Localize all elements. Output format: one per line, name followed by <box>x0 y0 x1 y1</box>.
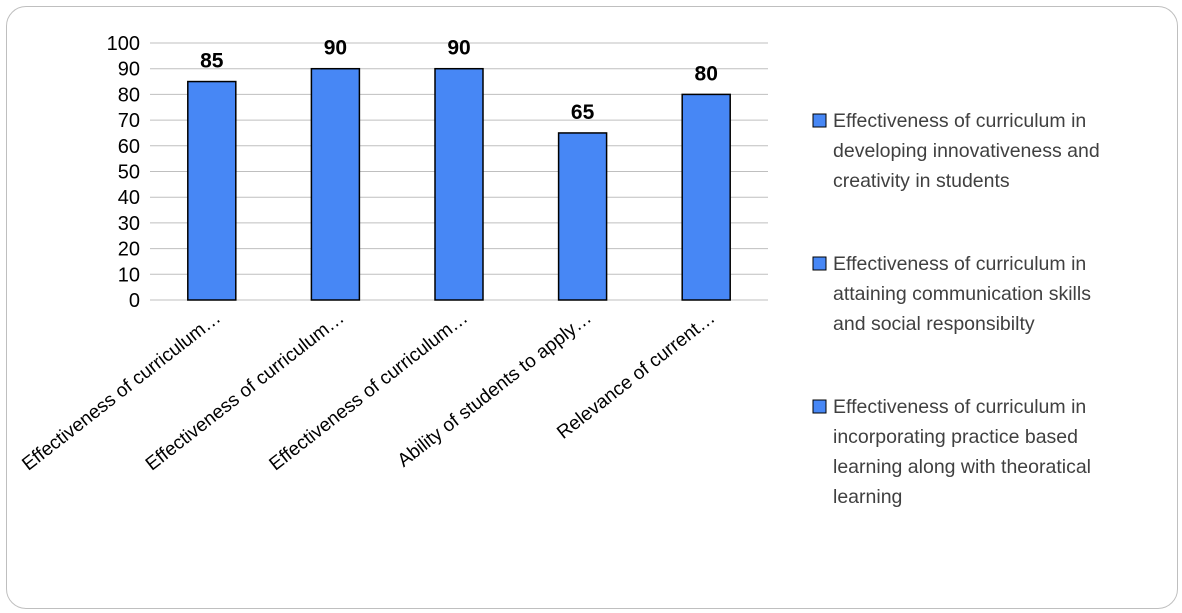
legend-entry: Effectiveness of curriculum in incorporat… <box>833 396 1091 508</box>
bar <box>434 67 484 301</box>
y-tick-label: 80 <box>118 84 140 106</box>
y-tick-label: 70 <box>118 110 140 132</box>
y-tick-label: 60 <box>118 136 140 158</box>
legend-swatch <box>812 399 827 414</box>
y-tick-label: 30 <box>118 213 140 235</box>
y-axis-tick-labels: 0 10 20 30 40 50 60 70 80 90 100 <box>107 33 140 312</box>
x-tick-label: Effectiveness of curriculum… <box>142 307 349 475</box>
bar <box>187 80 237 301</box>
legend-line: developing innovativeness and <box>833 140 1100 162</box>
legend-line: incorporating practice based <box>833 426 1078 448</box>
legend-line: Effectiveness of curriculum in <box>833 110 1086 132</box>
legend-line: and social responsibilty <box>833 313 1035 335</box>
legend-line: learning along with theoratical <box>833 456 1091 478</box>
legend-entry: Effectiveness of curriculum in attaining … <box>833 253 1091 335</box>
legend-line: Effectiveness of curriculum in <box>833 253 1086 275</box>
bars <box>187 67 731 301</box>
legend-line: learning <box>833 486 902 508</box>
x-tick-label: Effectiveness of curriculum… <box>266 307 473 475</box>
legend-line: attaining communication skills <box>833 283 1091 305</box>
y-tick-label: 20 <box>118 239 140 261</box>
y-tick-label: 50 <box>118 162 140 184</box>
legend: Effectiveness of curriculum in developing… <box>812 110 1100 508</box>
bar <box>310 67 361 301</box>
data-label: 90 <box>324 37 347 60</box>
data-label: 85 <box>200 50 224 73</box>
legend-entry: Effectiveness of curriculum in developing… <box>833 110 1100 192</box>
y-tick-label: 90 <box>118 59 140 81</box>
y-tick-label: 100 <box>107 33 140 55</box>
data-label: 65 <box>571 101 595 124</box>
data-label: 90 <box>447 37 470 60</box>
y-tick-label: 10 <box>118 264 140 286</box>
x-tick-label: Effectiveness of curriculum… <box>18 307 225 475</box>
legend-line: Effectiveness of curriculum in <box>833 396 1086 418</box>
x-axis-category-labels: Effectiveness of curriculum…Effectivenes… <box>18 307 719 475</box>
data-label: 80 <box>695 62 718 85</box>
x-tick-label: Ability of students to apply… <box>394 307 596 471</box>
legend-swatch <box>812 113 827 128</box>
y-tick-label: 40 <box>118 187 140 209</box>
bar <box>557 132 608 301</box>
data-labels: 85 90 90 65 80 <box>200 37 718 124</box>
bar <box>681 93 731 301</box>
y-tick-label: 0 <box>129 290 140 312</box>
legend-swatch <box>812 256 827 271</box>
legend-line: creativity in students <box>833 170 1010 192</box>
